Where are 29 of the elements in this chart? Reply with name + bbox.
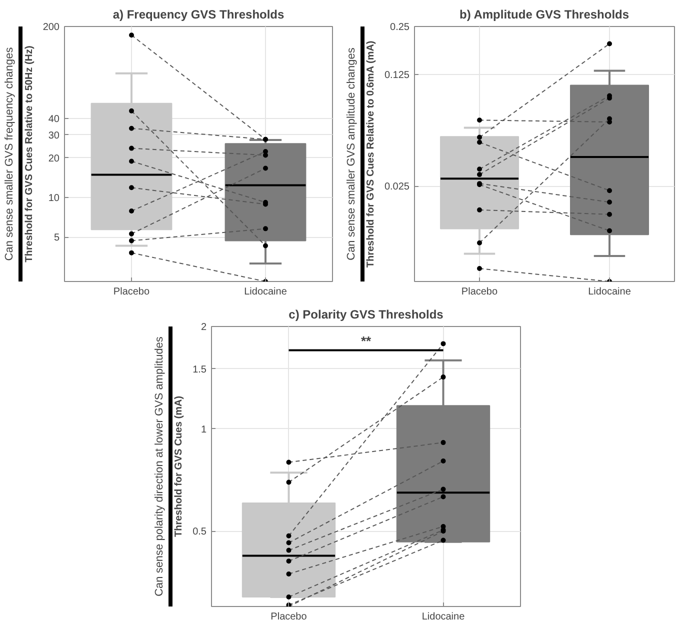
y-axis-title: Threshold for GVS Cues Relative to 0.6mA (mA) [365,40,376,268]
x-tick-label: Lidocaine [588,286,632,298]
y-tick-label: 2 [200,322,207,333]
x-tick-label: Placebo [270,612,308,622]
y-axis-title: Threshold for GVS Cues (mA) [174,396,185,538]
x-tick-label: Placebo [113,286,150,298]
chart-title: c) Polarity GVS Thresholds [288,308,444,322]
y-tick-label: 1 [200,424,207,436]
y-axis-title: Threshold for GVS Cues Relative to 50Hz (Hz) [24,46,35,262]
y-tick-label: 40 [48,114,60,125]
text: Can sense polarity direction at lower GVS amplitudes [154,336,166,596]
y-tick-label: 0.025 [384,182,410,193]
y-tick-label: 1.5 [192,364,207,376]
text: Can sense smaller GVS amplitude changes [346,47,358,260]
y-tick-label: 5 [54,232,60,244]
y-tick-label: 0.25 [390,22,410,33]
chart-title: a) Frequency GVS Thresholds [112,8,285,22]
y-tick-label: 30 [48,130,60,142]
annotation: ** [360,333,372,348]
x-tick-label: Lidocaine [244,286,288,298]
x-tick-label: Lidocaine [422,612,466,622]
y-tick-label: 0.5 [192,526,207,538]
text: Can sense smaller GVS frequency changes [4,46,16,261]
y-tick-label: 0.125 [384,70,410,82]
y-tick-label: 20 [48,153,60,164]
y-tick-label: 200 [42,22,60,33]
chart-title: b) Amplitude GVS Thresholds [459,8,630,22]
x-tick-label: Placebo [461,286,498,298]
y-tick-label: 10 [48,193,60,204]
